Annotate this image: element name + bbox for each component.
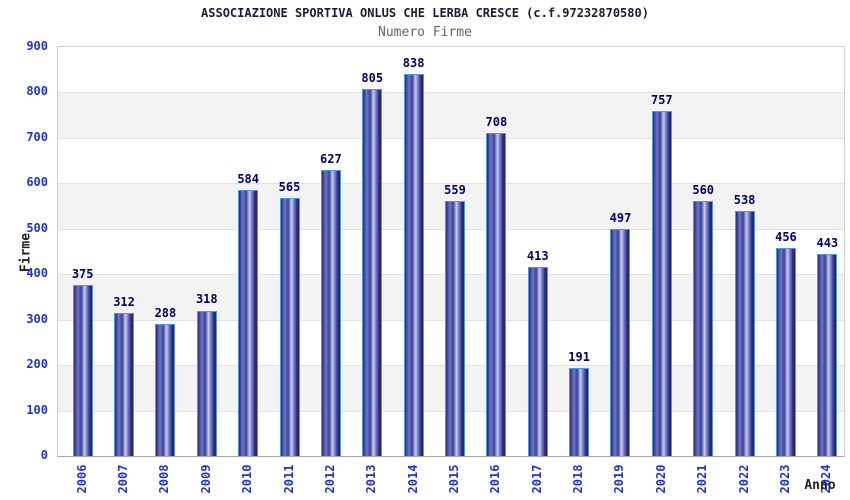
plot-band — [58, 92, 844, 138]
bar — [114, 313, 135, 456]
x-tick-label: 2020 — [653, 464, 668, 494]
chart-subtitle: Numero Firme — [378, 25, 472, 40]
bar-value-label: 538 — [733, 192, 756, 207]
bar-value-label: 584 — [237, 171, 259, 186]
x-tick-label: 2021 — [695, 464, 710, 494]
bar — [651, 111, 672, 456]
chart-title: ASSOCIAZIONE SPORTIVA ONLUS CHE LERBA CR… — [201, 6, 649, 20]
x-tick-label: 2016 — [488, 464, 503, 494]
bar-value-label: 757 — [650, 92, 673, 107]
bar-value-label: 375 — [71, 266, 94, 281]
x-tick-label: 2014 — [405, 464, 420, 494]
x-tick-label: 2006 — [74, 464, 89, 494]
bar — [569, 368, 590, 456]
bar — [403, 74, 424, 456]
bar — [527, 267, 548, 456]
x-tick-label: 2009 — [198, 464, 213, 494]
x-tick-label: 2018 — [571, 464, 586, 494]
bar-value-label: 559 — [444, 182, 466, 197]
x-tick-label: 2017 — [529, 464, 544, 494]
bar — [72, 284, 93, 456]
bar-value-label: 708 — [485, 115, 508, 130]
x-tick-label: 2015 — [447, 464, 461, 494]
y-tick-label: 400 — [26, 266, 48, 281]
bar-value-label: 565 — [278, 180, 301, 195]
x-tick-label: 2010 — [240, 464, 255, 494]
bar-value-label: 560 — [692, 182, 715, 197]
gridline — [58, 137, 844, 139]
bar-value-label: 443 — [816, 235, 839, 250]
bar-value-label: 805 — [361, 71, 384, 86]
x-axis-ticks: 2006 2007 2008 2009 2010 2011 2012 2013 2014 2015… — [57, 455, 843, 500]
bar-value-label: 413 — [526, 249, 549, 264]
bar — [320, 170, 341, 456]
bar — [486, 133, 507, 456]
x-tick-label: 2008 — [157, 464, 172, 494]
bar-value-label: 497 — [609, 211, 632, 226]
plot-area: 375 312 288 318 584 565 627 805 838 559 708 413 191 4… — [57, 46, 845, 457]
x-tick-label: 2007 — [116, 464, 131, 494]
bar — [362, 89, 383, 456]
x-tick-label: 2019 — [612, 464, 627, 494]
bar — [693, 200, 714, 456]
x-tick-label: 2011 — [281, 464, 296, 494]
y-tick-label: 600 — [26, 175, 48, 190]
y-tick-label: 700 — [26, 129, 48, 144]
x-tick-label: 2012 — [322, 464, 337, 494]
bar — [445, 200, 465, 456]
y-tick-label: 0 — [40, 448, 48, 462]
bar — [155, 324, 176, 456]
bar — [734, 210, 755, 456]
y-tick-label: 100 — [26, 402, 48, 417]
y-axis-ticks: 0 100 200 300 400 500 600 700 800 900 — [0, 39, 52, 462]
bar-value-label: 456 — [775, 229, 797, 244]
x-axis-title: Anno — [804, 478, 836, 493]
y-tick-label: 300 — [26, 311, 48, 326]
bar-value-label: 312 — [113, 295, 135, 310]
y-tick-label: 500 — [26, 220, 48, 235]
y-tick-label: 900 — [26, 39, 48, 53]
bar-value-label: 627 — [320, 152, 342, 167]
x-tick-label: 2023 — [777, 464, 792, 494]
bar — [196, 310, 217, 456]
gridline — [58, 183, 844, 185]
bar — [610, 229, 631, 456]
bar-value-label: 838 — [402, 56, 425, 71]
gridline — [58, 92, 844, 94]
y-tick-label: 800 — [26, 84, 48, 99]
y-tick-label: 200 — [26, 357, 48, 372]
bar — [238, 189, 259, 456]
bar — [279, 198, 300, 456]
bar-value-label: 288 — [154, 306, 177, 321]
bar — [817, 253, 838, 456]
x-tick-label: 2022 — [736, 464, 751, 494]
bar-value-label: 191 — [568, 350, 590, 365]
bar-value-label: 318 — [195, 292, 218, 307]
bar — [775, 247, 796, 456]
x-tick-label: 2013 — [364, 464, 379, 494]
